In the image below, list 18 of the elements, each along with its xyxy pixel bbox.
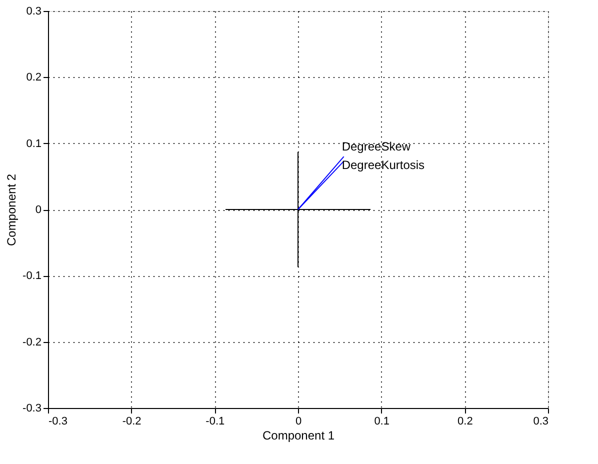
x-tick-label: -0.1 (206, 416, 225, 428)
y-tick-label: 0.1 (26, 138, 42, 150)
x-tick-label: 0 (295, 416, 302, 428)
x-tick-label: 0.2 (458, 416, 473, 428)
x-tick-label: 0.3 (533, 416, 548, 428)
y-tick-label: -0.1 (22, 270, 42, 282)
y-tick-label: -0.3 (22, 402, 42, 414)
annotation: DegreeKurtosis (342, 158, 425, 172)
annotation: DegreeSkew (342, 140, 411, 154)
x-tick-label: 0.1 (374, 416, 390, 428)
y-axis-title: Component 2 (4, 174, 19, 246)
x-tick-label: -0.3 (48, 416, 68, 428)
x-tick-label: -0.2 (122, 416, 142, 428)
y-tick-label: -0.2 (22, 336, 42, 348)
x-axis-title: Component 1 (262, 428, 335, 442)
y-tick-label: 0.3 (26, 6, 42, 18)
y-tick-label: 0.2 (26, 72, 42, 84)
y-tick-label: 0 (35, 204, 42, 216)
